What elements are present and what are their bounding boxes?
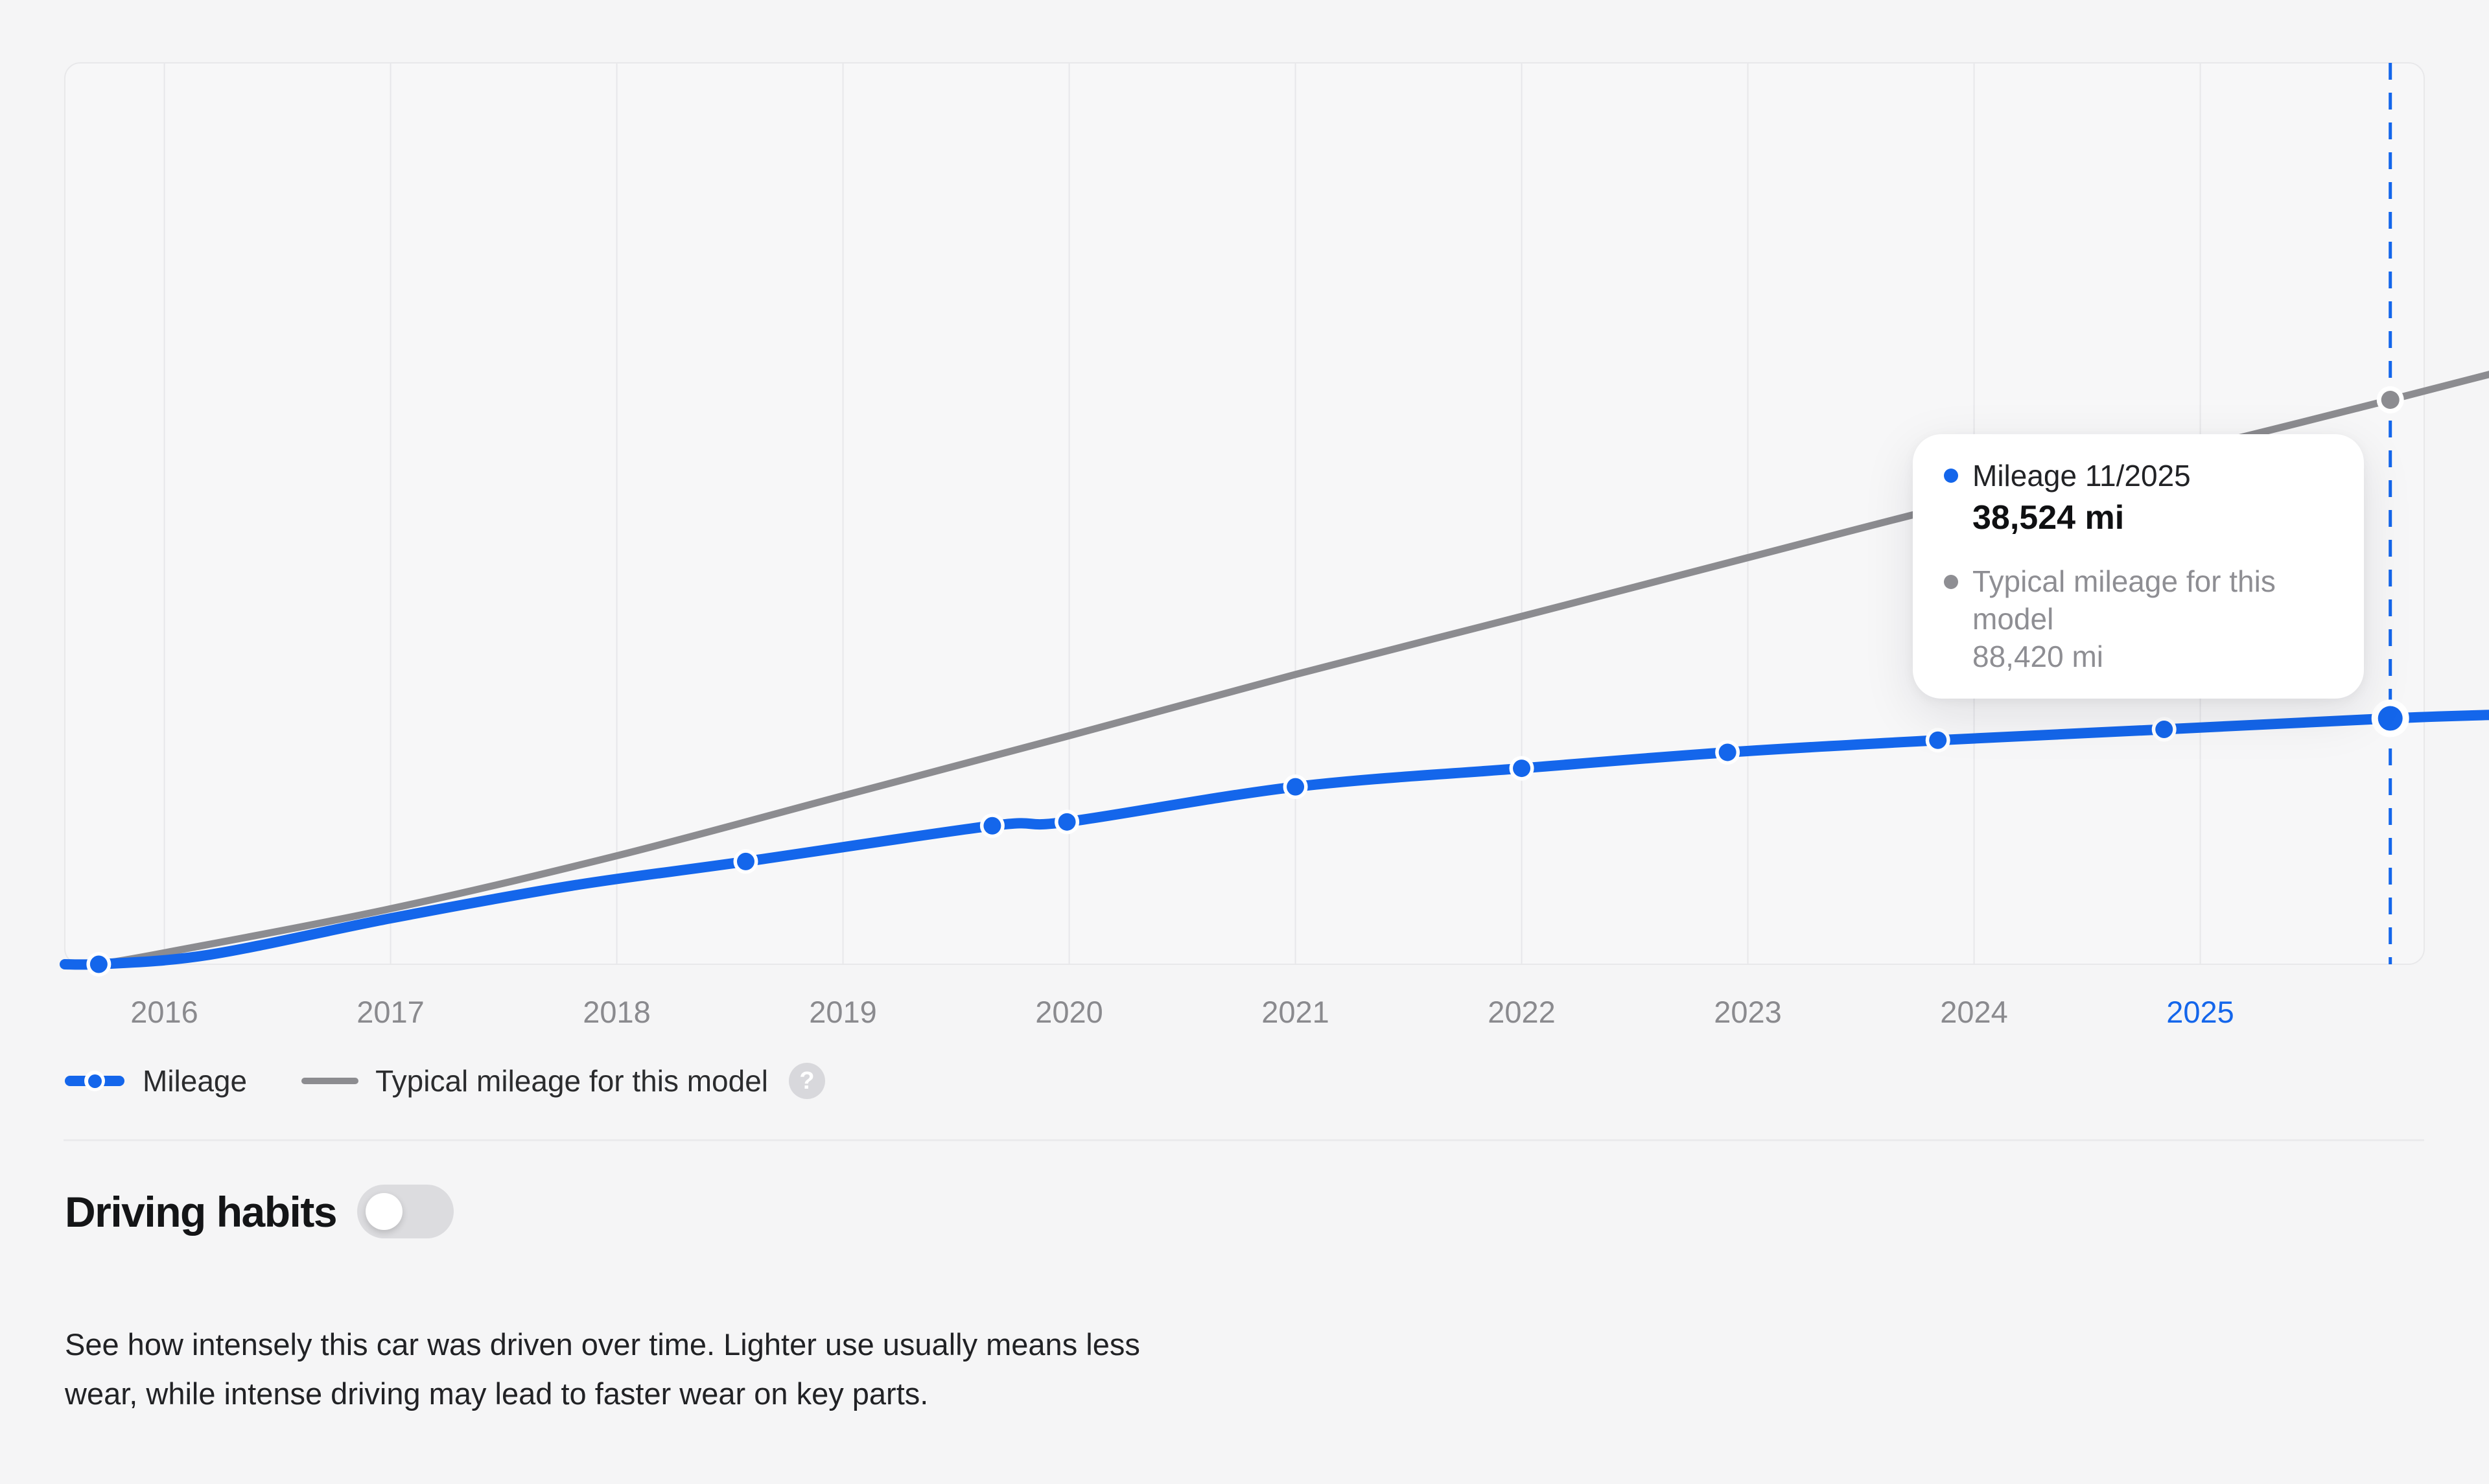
x-axis-label-2025: 2025 (2166, 995, 2234, 1029)
driving-habits-description: See how intensely this car was driven ov… (65, 1327, 1140, 1411)
mileage-legend-marker-icon (65, 1071, 124, 1091)
x-axis-label-2019: 2019 (809, 995, 877, 1029)
legend-mileage-label: Mileage (143, 1064, 248, 1098)
mileage-point-core (1513, 759, 1531, 778)
section-divider (64, 1139, 2424, 1141)
typical-legend-marker-icon (301, 1078, 359, 1084)
x-axis-label-2022: 2022 (1488, 995, 1556, 1029)
x-axis-label-2017: 2017 (356, 995, 425, 1029)
legend-typical-label: Typical mileage for this model (375, 1064, 769, 1098)
x-axis-label-2018: 2018 (583, 995, 651, 1029)
mileage-point-core (1718, 743, 1736, 761)
x-axis-label-2023: 2023 (1714, 995, 1782, 1029)
typical-point-core (2381, 391, 2400, 409)
driving-habits-title: Driving habits (65, 1187, 338, 1236)
driving-habits-toggle[interactable] (357, 1185, 454, 1238)
mileage-point-core (2155, 720, 2173, 738)
mileage-bullet-icon (1944, 469, 1958, 483)
tooltip-typical-label: Typical mileage for this model (1972, 564, 2276, 636)
mileage-point-core (1929, 731, 1947, 749)
mileage-point-core (2378, 706, 2403, 731)
help-icon[interactable]: ? (789, 1063, 826, 1099)
x-axis-label-2016: 2016 (130, 995, 198, 1029)
toggle-knob (366, 1193, 403, 1230)
x-axis-label-2020: 2020 (1035, 995, 1103, 1029)
x-axis-label-2024: 2024 (1940, 995, 2008, 1029)
mileage-point-core (983, 817, 1001, 835)
tooltip-typical-value: 88,420 mi (1972, 640, 2104, 673)
tooltip-mileage-value: 38,524 mi (1972, 499, 2125, 537)
mileage-point-core (89, 955, 108, 973)
plot-area (65, 63, 2424, 964)
mileage-point-core (736, 852, 754, 870)
mileage-line (60, 710, 2489, 970)
mileage-point-core (1287, 778, 1305, 796)
plot-frame (64, 62, 2425, 965)
chart-legend: Mileage Typical mileage for this model ? (65, 1063, 826, 1099)
x-axis-label-2021: 2021 (1261, 995, 1329, 1029)
chart-tooltip: Mileage 11/2025 38,524 mi Typical mileag… (1913, 434, 2364, 699)
mileage-point-core (1058, 813, 1076, 831)
tooltip-mileage-label: Mileage 11/2025 (1972, 459, 2191, 493)
typical-bullet-icon (1944, 575, 1958, 589)
